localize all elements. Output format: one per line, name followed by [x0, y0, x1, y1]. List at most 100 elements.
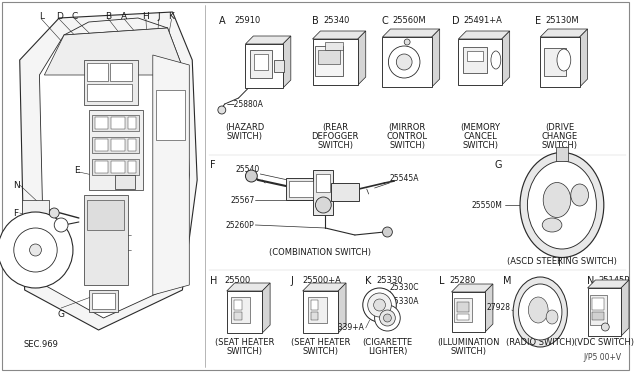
Bar — [84, 195, 128, 285]
Circle shape — [383, 227, 392, 237]
Text: (COMBINATION SWITCH): (COMBINATION SWITCH) — [269, 248, 371, 257]
Text: 25491+A: 25491+A — [463, 16, 502, 25]
Bar — [227, 291, 262, 333]
Polygon shape — [383, 29, 440, 37]
Text: 25560M: 25560M — [392, 16, 426, 25]
Bar — [111, 117, 125, 129]
Text: —25880A: —25880A — [227, 100, 264, 109]
Bar — [310, 312, 319, 320]
Circle shape — [388, 46, 420, 78]
Text: F: F — [210, 160, 216, 170]
Text: C: C — [381, 16, 388, 26]
Circle shape — [602, 323, 609, 331]
Bar — [84, 60, 138, 105]
Polygon shape — [621, 280, 629, 336]
Circle shape — [29, 244, 42, 256]
Bar — [128, 117, 136, 129]
Bar — [467, 51, 483, 61]
Text: 25145P: 25145P — [598, 276, 630, 285]
Text: DEFOGGER: DEFOGGER — [312, 132, 359, 141]
Text: SWITCH): SWITCH) — [302, 347, 339, 356]
Ellipse shape — [518, 284, 562, 340]
Bar — [156, 90, 186, 140]
Text: CANCEL: CANCEL — [463, 132, 497, 141]
Polygon shape — [540, 29, 588, 37]
Text: E: E — [74, 166, 79, 174]
Bar — [115, 175, 135, 189]
Text: SWITCH): SWITCH) — [227, 347, 262, 356]
Text: (CIGARETTE: (CIGARETTE — [362, 338, 413, 347]
Polygon shape — [358, 31, 365, 85]
Ellipse shape — [557, 49, 571, 71]
Circle shape — [218, 106, 226, 114]
Bar — [92, 115, 139, 131]
Bar — [87, 84, 132, 101]
Text: J/P5 00+V: J/P5 00+V — [583, 353, 621, 362]
Text: 25260P: 25260P — [225, 221, 254, 230]
Bar — [89, 110, 143, 190]
Text: K: K — [168, 12, 175, 21]
Text: 27928: 27928 — [486, 304, 511, 312]
Text: L: L — [438, 276, 444, 286]
Text: (ILLUMINATION: (ILLUMINATION — [437, 338, 499, 347]
Bar — [458, 39, 502, 85]
Polygon shape — [303, 283, 346, 291]
Bar — [250, 50, 272, 78]
Text: (MEMORY: (MEMORY — [460, 123, 500, 132]
Ellipse shape — [520, 153, 604, 257]
Text: (HAZARD: (HAZARD — [225, 123, 264, 132]
Bar — [286, 178, 316, 200]
Bar — [87, 63, 108, 81]
Text: (SEAT HEATER: (SEAT HEATER — [291, 338, 350, 347]
Circle shape — [383, 314, 392, 322]
Text: B: B — [106, 12, 111, 21]
Text: A: A — [121, 12, 127, 21]
Circle shape — [396, 54, 412, 70]
Text: LIGHTER): LIGHTER) — [368, 347, 407, 356]
Text: (VDC SWITCH): (VDC SWITCH) — [574, 338, 634, 347]
Ellipse shape — [529, 297, 548, 323]
Circle shape — [49, 208, 59, 218]
Text: 25567: 25567 — [230, 196, 254, 205]
Polygon shape — [502, 31, 509, 85]
Text: SWITCH): SWITCH) — [389, 141, 425, 150]
Circle shape — [374, 299, 385, 311]
Ellipse shape — [546, 310, 558, 324]
Ellipse shape — [527, 161, 596, 249]
Bar — [332, 183, 359, 201]
Bar — [95, 161, 108, 173]
Bar — [92, 137, 139, 153]
Text: SWITCH): SWITCH) — [227, 132, 262, 141]
Text: 25545A: 25545A — [389, 173, 419, 183]
Bar — [308, 297, 327, 323]
Ellipse shape — [571, 184, 589, 206]
Text: G: G — [495, 160, 502, 170]
Polygon shape — [485, 284, 493, 332]
Bar — [544, 48, 566, 76]
Polygon shape — [458, 31, 509, 39]
Text: 25280: 25280 — [449, 276, 476, 285]
Bar — [588, 288, 621, 336]
Bar — [312, 39, 358, 85]
Polygon shape — [432, 29, 440, 87]
Text: 25550M: 25550M — [472, 201, 503, 209]
Polygon shape — [44, 28, 186, 75]
Text: SWITCH): SWITCH) — [462, 141, 498, 150]
Text: C: C — [72, 12, 78, 21]
Polygon shape — [262, 283, 270, 333]
Circle shape — [14, 228, 57, 272]
Text: J: J — [291, 276, 294, 286]
Text: D: D — [56, 12, 63, 21]
Bar — [325, 42, 343, 50]
Polygon shape — [283, 36, 291, 88]
Text: 25330A: 25330A — [389, 298, 419, 307]
Polygon shape — [227, 283, 270, 291]
Text: H: H — [210, 276, 218, 286]
Text: M: M — [503, 276, 511, 286]
Polygon shape — [40, 28, 189, 318]
Bar — [316, 46, 343, 76]
Bar — [230, 297, 250, 323]
Text: F: F — [13, 208, 18, 218]
Text: K: K — [365, 276, 371, 286]
Text: (ASCD STEERING SWITCH): (ASCD STEERING SWITCH) — [507, 257, 617, 266]
